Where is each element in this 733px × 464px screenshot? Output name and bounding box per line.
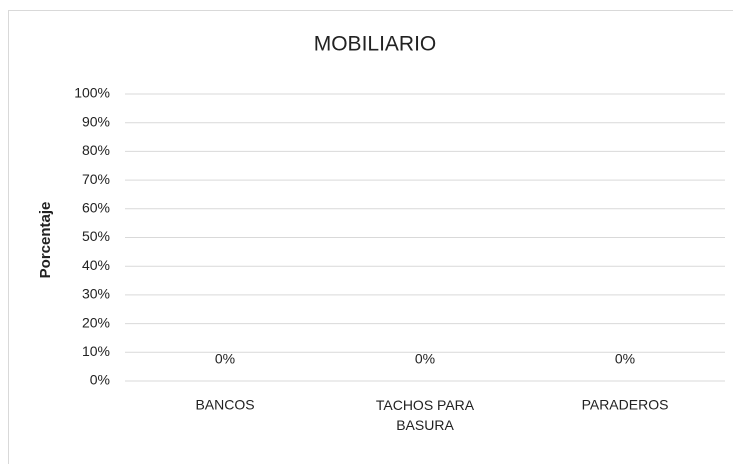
y-tick-label: 60% [82, 200, 110, 216]
data-label: 0% [215, 351, 235, 367]
y-tick-label: 0% [90, 372, 110, 388]
y-tick-label: 100% [74, 85, 110, 101]
y-tick-label: 70% [82, 171, 110, 187]
y-tick-label: 30% [82, 286, 110, 302]
y-tick-label: 10% [82, 343, 110, 359]
chart-title: MOBILIARIO [314, 33, 437, 56]
x-tick-label: BANCOS [195, 397, 254, 413]
x-tick-label: TACHOS PARA BASURA [376, 397, 475, 433]
data-label: 0% [615, 351, 635, 367]
data-label: 0% [415, 351, 435, 367]
y-tick-label: 20% [82, 314, 110, 330]
y-axis-label: Porcentaje [37, 202, 54, 279]
y-tick-label: 40% [82, 257, 110, 273]
y-tick-label: 50% [82, 228, 110, 244]
y-tick-label: 90% [82, 113, 110, 129]
y-tick-label: 80% [82, 142, 110, 158]
x-tick-label: PARADEROS [582, 397, 669, 413]
